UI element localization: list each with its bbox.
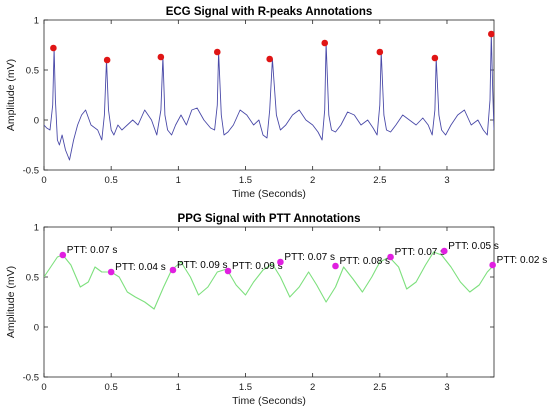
x-tick-label: 1.5 [239,175,252,186]
x-tick-label: 0.5 [105,175,118,186]
r-peak-marker [103,56,111,64]
x-tick-label: 1 [176,382,181,393]
r-peak-marker [431,54,439,62]
ptt-marker [224,267,232,275]
r-peak-marker [213,48,221,56]
ptt-marker [277,258,284,266]
x-axis-label: Time (Seconds) [232,395,306,407]
ptt-marker [107,268,115,276]
ptt-marker [489,261,496,269]
y-tick-label: 1 [34,223,39,234]
ptt-annotation-label: PTT: 0.05 s [448,241,499,252]
y-axis-label: Amplitude (mV) [5,59,17,131]
x-tick-label: 0 [41,175,46,186]
ptt-annotation-label: PTT: 0.07 s [284,252,335,263]
x-tick-label: 2 [310,382,315,393]
ptt-marker [332,262,339,270]
r-peak-marker [266,55,273,63]
chart-title: ECG Signal with R-peaks Annotations [166,6,373,18]
ptt-annotation-label: PTT: 0.02 s [497,255,548,266]
y-tick-label: -0.5 [23,166,39,177]
ptt-annotation-label: PTT: 0.09 s [232,261,283,272]
ecg-signal-line [44,33,494,161]
ptt-annotation-label: PTT: 0.07 s [395,247,446,258]
r-peak-marker [321,39,329,47]
x-tick-label: 2 [310,175,315,186]
y-tick-label: 0 [34,323,39,334]
x-tick-label: 3 [444,382,449,393]
x-tick-label: 0.5 [105,382,118,393]
chart-title: PPG Signal with PTT Annotations [178,213,361,225]
x-tick-label: 2.5 [373,382,386,393]
x-tick-label: 3 [444,175,449,186]
r-peak-marker [376,48,384,56]
x-tick-label: 0 [41,382,46,393]
r-peak-marker [157,53,165,61]
y-tick-label: 1 [34,16,39,27]
plot-area [43,19,495,171]
y-tick-label: 0 [34,116,39,127]
y-tick-label: 0.5 [26,273,39,284]
ptt-marker [440,247,448,255]
x-axis-label: Time (Seconds) [232,188,306,200]
x-tick-label: 1 [176,175,181,186]
x-tick-label: 1.5 [239,382,252,393]
ptt-annotation-label: PTT: 0.09 s [177,260,228,271]
ptt-marker [387,253,394,261]
ptt-marker [59,251,67,259]
x-tick-label: 2.5 [373,175,386,186]
r-peak-marker [488,30,495,38]
ptt-marker [169,266,177,274]
y-tick-label: 0.5 [26,66,39,77]
r-peak-marker [50,44,57,52]
ptt-annotation-label: PTT: 0.08 s [339,256,390,267]
ptt-annotation-label: PTT: 0.04 s [115,262,166,273]
y-axis-label: Amplitude (mV) [5,266,17,338]
plot-area [43,226,495,378]
ptt-annotation-label: PTT: 0.07 s [67,245,118,256]
y-tick-label: -0.5 [23,373,39,384]
